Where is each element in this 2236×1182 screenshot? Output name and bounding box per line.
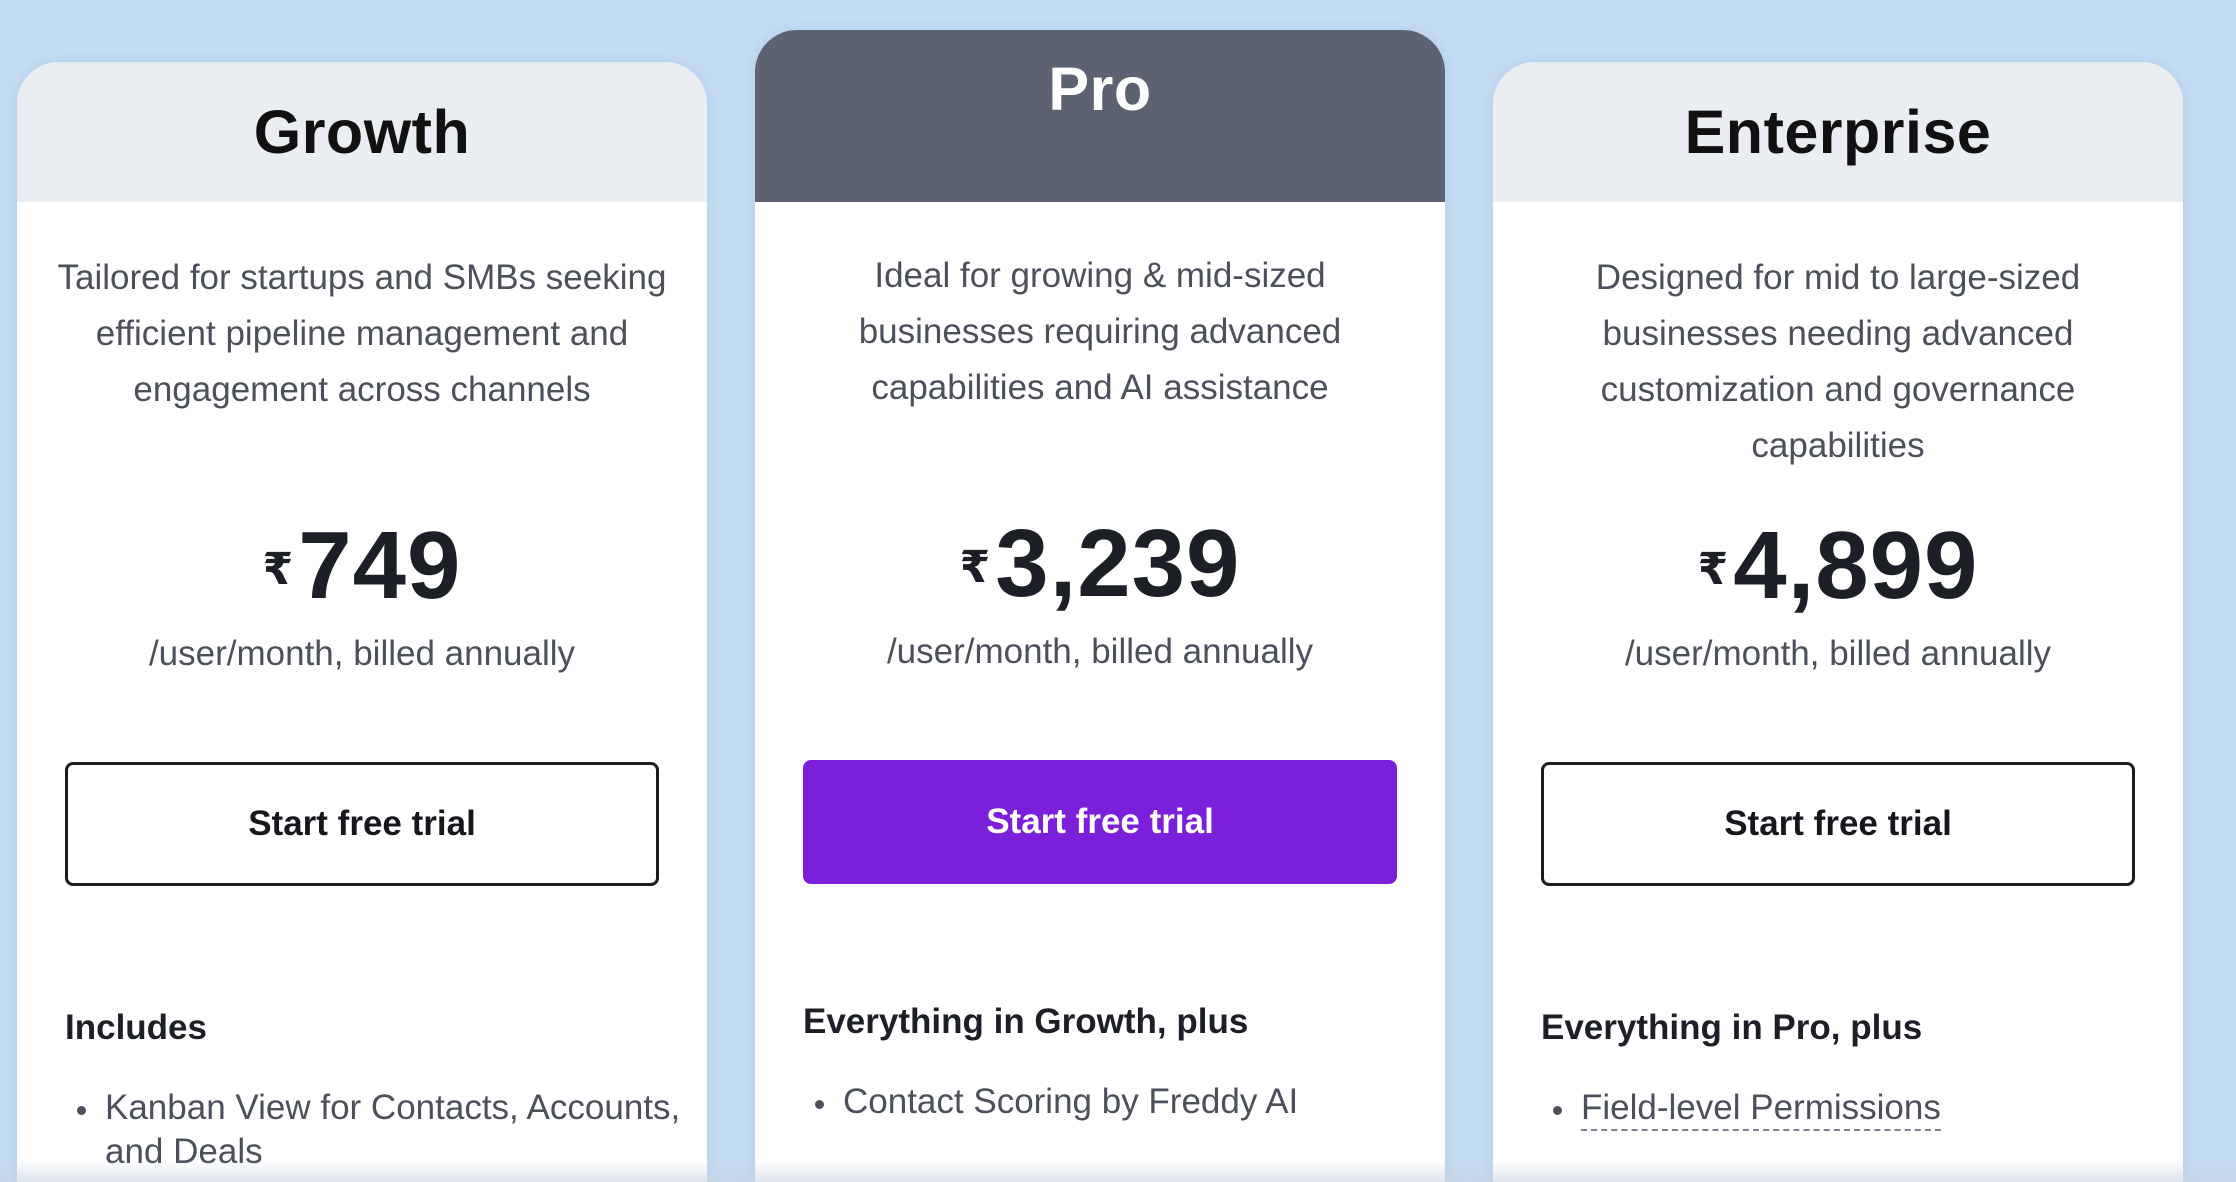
start-free-trial-button[interactable]: Start free trial <box>1541 762 2135 886</box>
billing-period: /user/month, billed annually <box>148 634 576 673</box>
plan-card-enterprise: Enterprise Designed for mid to large-siz… <box>1493 62 2183 1182</box>
plan-description: Tailored for startups and SMBs seeking e… <box>57 258 667 409</box>
plan-card-growth: Growth Tailored for startups and SMBs se… <box>17 62 707 1182</box>
plan-name: Pro <box>755 30 1445 202</box>
feature-item: Kanban View for Contacts, Accounts, and … <box>77 1086 707 1174</box>
feature-link[interactable]: Field-level Permissions <box>1581 1088 1941 1131</box>
billing-period: /user/month, billed annually <box>886 632 1314 671</box>
plan-description: Ideal for growing & mid-sized businesses… <box>858 256 1342 407</box>
currency-symbol: ₹ <box>1697 545 1730 594</box>
features-heading: Everything in Pro, plus <box>1541 1008 1923 1047</box>
billing-period: /user/month, billed annually <box>1624 634 2052 673</box>
plan-card-pro: Pro Ideal for growing & mid-sized busine… <box>755 30 1445 1182</box>
feature-item: Contact Scoring by Freddy AI <box>815 1080 1445 1124</box>
plan-description: Designed for mid to large-sized business… <box>1595 258 2081 465</box>
price-amount: 4,899 <box>1733 512 1979 619</box>
price-amount: 3,239 <box>995 510 1241 617</box>
plan-price: ₹4,899 <box>1493 516 2183 616</box>
plan-name: Growth <box>17 62 707 202</box>
start-free-trial-button[interactable]: Start free trial <box>65 762 659 886</box>
feature-list: Field-level Permissions <box>1493 1086 2183 1131</box>
price-amount: 749 <box>298 512 462 619</box>
plan-name: Enterprise <box>1493 62 2183 202</box>
plan-price: ₹3,239 <box>755 514 1445 614</box>
start-free-trial-button[interactable]: Start free trial <box>803 760 1397 884</box>
feature-list: Contact Scoring by Freddy AI <box>755 1080 1445 1124</box>
currency-symbol: ₹ <box>959 543 992 592</box>
feature-item[interactable]: Field-level Permissions <box>1553 1086 2183 1131</box>
features-heading: Includes <box>65 1008 207 1047</box>
feature-list: Kanban View for Contacts, Accounts, and … <box>17 1086 707 1174</box>
currency-symbol: ₹ <box>262 545 295 594</box>
plan-price: ₹749 <box>17 516 707 616</box>
features-heading: Everything in Growth, plus <box>803 1002 1249 1041</box>
